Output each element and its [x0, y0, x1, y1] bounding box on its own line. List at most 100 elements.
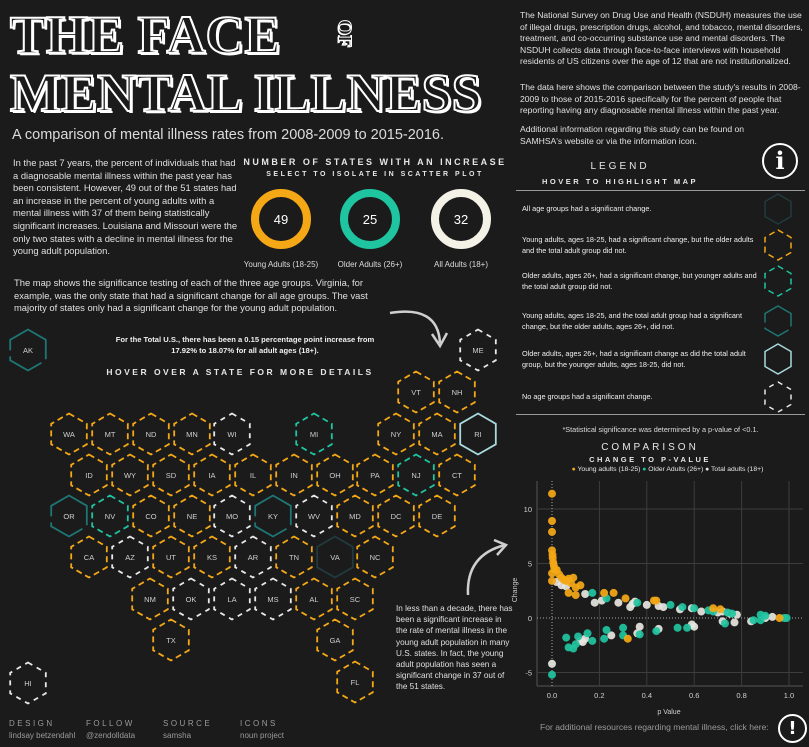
legend-item-all[interactable]: All age groups had a significant change. — [522, 204, 652, 213]
state-hex-sc[interactable]: SC — [336, 577, 374, 621]
donut-ring[interactable] — [431, 189, 491, 249]
hex-outline[interactable] — [438, 453, 476, 497]
hex-outline[interactable] — [316, 453, 354, 497]
data-point-older[interactable] — [571, 640, 580, 649]
state-hex-in[interactable]: IN — [275, 453, 313, 497]
hex-outline[interactable] — [70, 535, 108, 579]
credit-value[interactable]: @zendolldata — [86, 731, 136, 740]
state-hex-ri[interactable]: RI — [459, 412, 497, 456]
hex-outline[interactable] — [377, 494, 415, 538]
hex-outline[interactable] — [173, 412, 211, 456]
data-point-total[interactable] — [642, 600, 651, 609]
legend-hex-icon[interactable] — [764, 193, 792, 225]
hex-outline[interactable] — [356, 535, 394, 579]
state-hex-ut[interactable]: UT — [152, 535, 190, 579]
hex-outline[interactable] — [459, 412, 497, 456]
legend-hex-icon[interactable] — [764, 229, 792, 261]
hex-outline[interactable] — [234, 535, 272, 579]
legend-item-older_total[interactable]: Older adults, ages 26+, had a significan… — [522, 349, 746, 369]
hex-outline[interactable] — [316, 618, 354, 662]
data-point-older[interactable] — [782, 614, 791, 622]
legend-item-none[interactable]: No age groups had a significant change. — [522, 392, 653, 401]
donut-ring[interactable] — [251, 189, 311, 249]
state-hex-de[interactable]: DE — [418, 494, 456, 538]
hex-outline[interactable] — [377, 412, 415, 456]
hex-outline[interactable] — [193, 535, 231, 579]
data-point-older[interactable] — [690, 604, 699, 613]
data-point-older[interactable] — [683, 623, 692, 632]
state-hex-mo[interactable]: MO — [213, 494, 251, 538]
hex-outline[interactable] — [254, 577, 292, 621]
state-hex-or[interactable]: OR — [50, 494, 88, 538]
donut-0[interactable]: 49 Young Adults (18-25) — [244, 189, 319, 269]
hex-outline[interactable] — [213, 577, 251, 621]
state-hex-al[interactable]: AL — [295, 577, 333, 621]
hex-outline[interactable] — [50, 412, 88, 456]
hex-outline[interactable] — [459, 328, 497, 372]
hex-outline[interactable] — [336, 494, 374, 538]
hex-outline[interactable] — [131, 577, 169, 621]
state-hex-wa[interactable]: WA — [50, 412, 88, 456]
state-hex-nc[interactable]: NC — [356, 535, 394, 579]
data-point-total[interactable] — [659, 603, 668, 612]
hex-outline[interactable] — [152, 618, 190, 662]
data-point-older[interactable] — [588, 588, 597, 597]
data-point-older[interactable] — [548, 670, 556, 679]
legend-hex-icon[interactable] — [764, 343, 792, 375]
data-point-total[interactable] — [697, 607, 706, 616]
data-point-young[interactable] — [621, 594, 630, 603]
data-point-total[interactable] — [607, 631, 616, 640]
data-point-total[interactable] — [730, 618, 739, 627]
data-point-older[interactable] — [749, 616, 758, 625]
data-point-older[interactable] — [652, 627, 661, 636]
hex-outline[interactable] — [91, 494, 129, 538]
state-hex-pa[interactable]: PA — [356, 453, 394, 497]
hex-outline[interactable] — [9, 328, 47, 372]
data-point-young[interactable] — [623, 634, 632, 643]
data-point-total[interactable] — [590, 598, 599, 607]
hex-outline[interactable] — [397, 453, 435, 497]
state-hex-id[interactable]: ID — [70, 453, 108, 497]
data-point-young[interactable] — [716, 605, 725, 614]
donut-ring[interactable] — [340, 189, 400, 249]
hex-outline[interactable] — [132, 412, 170, 456]
state-hex-fl[interactable]: FL — [336, 660, 374, 704]
hex-outline[interactable] — [152, 535, 190, 579]
state-hex-ct[interactable]: CT — [438, 453, 476, 497]
state-hex-vt[interactable]: VT — [397, 370, 435, 414]
data-point-young[interactable] — [709, 604, 718, 613]
legend-hex-icon[interactable] — [764, 305, 792, 337]
legend-hex-icon[interactable] — [764, 265, 792, 297]
state-hex-wy[interactable]: WY — [111, 453, 149, 497]
data-point-young[interactable] — [652, 596, 661, 605]
state-hex-va[interactable]: VA — [316, 535, 354, 579]
state-hex-il[interactable]: IL — [234, 453, 272, 497]
state-hex-ok[interactable]: OK — [172, 577, 210, 621]
hex-outline[interactable] — [397, 370, 435, 414]
hex-outline[interactable] — [111, 453, 149, 497]
data-point-young[interactable] — [569, 573, 578, 582]
data-point-older[interactable] — [756, 616, 765, 625]
state-hex-tn[interactable]: TN — [275, 535, 313, 579]
state-hex-ky[interactable]: KY — [254, 494, 292, 538]
state-hex-ne[interactable]: NE — [173, 494, 211, 538]
hex-outline[interactable] — [91, 412, 129, 456]
data-point-total[interactable] — [635, 622, 644, 631]
hex-outline[interactable] — [193, 453, 231, 497]
state-hex-nd[interactable]: ND — [132, 412, 170, 456]
data-point-young[interactable] — [571, 591, 580, 600]
state-hex-sd[interactable]: SD — [152, 453, 190, 497]
state-hex-nh[interactable]: NH — [438, 370, 476, 414]
hex-outline[interactable] — [152, 453, 190, 497]
hex-outline[interactable] — [275, 453, 313, 497]
state-hex-wv[interactable]: WV — [295, 494, 333, 538]
data-point-older[interactable] — [600, 634, 609, 643]
data-point-young[interactable] — [548, 576, 556, 585]
hex-outline[interactable] — [9, 661, 47, 705]
hex-outline[interactable] — [356, 453, 394, 497]
data-point-total[interactable] — [548, 659, 556, 668]
hex-outline[interactable] — [418, 494, 456, 538]
state-hex-ks[interactable]: KS — [193, 535, 231, 579]
state-hex-wi[interactable]: WI — [213, 412, 251, 456]
exclamation-icon[interactable]: ! — [778, 714, 807, 743]
